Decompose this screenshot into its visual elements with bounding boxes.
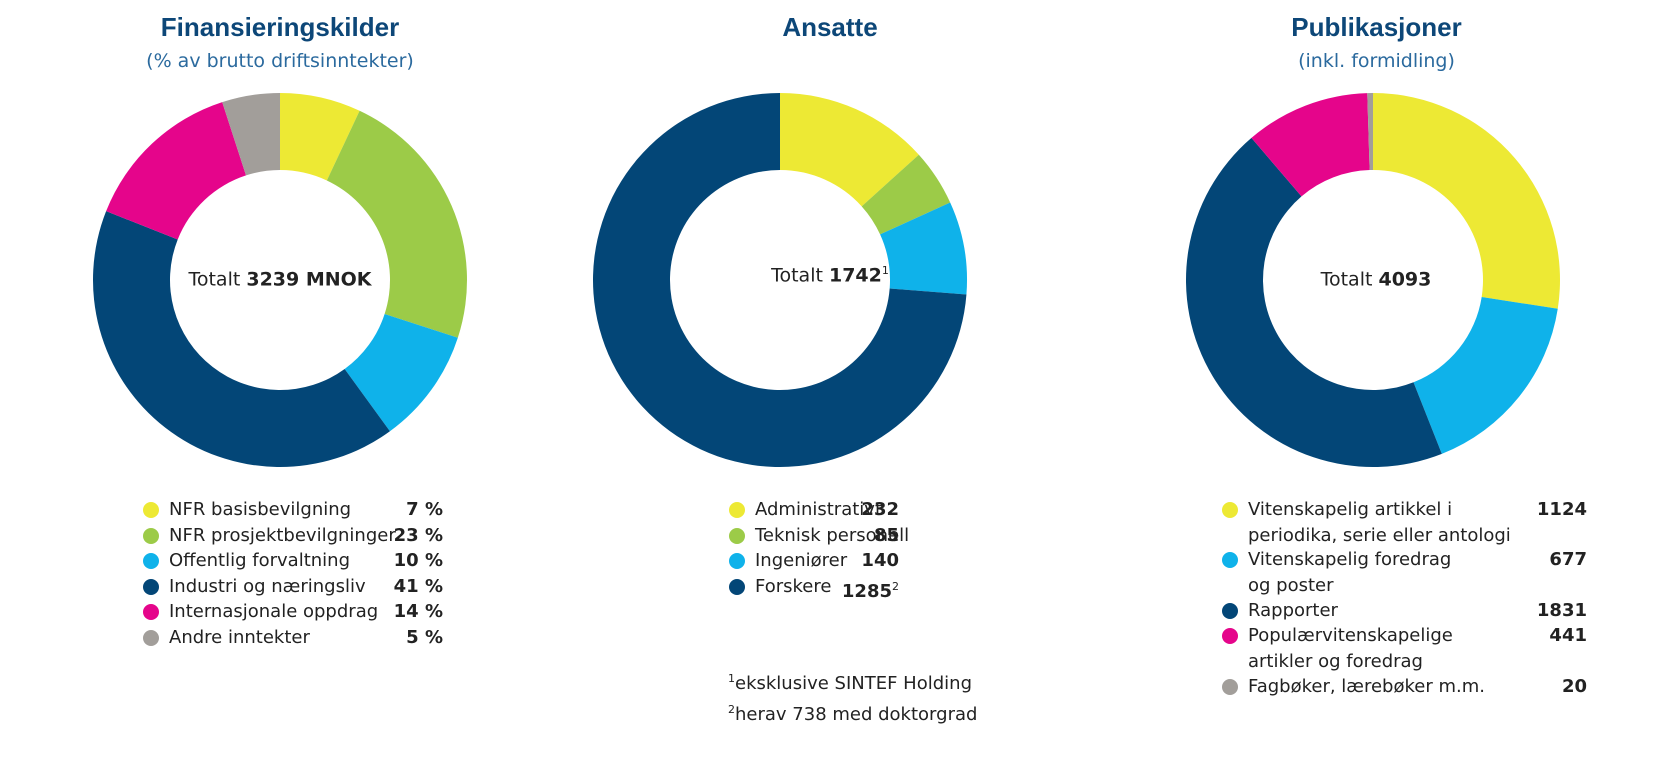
footnote-2: 2herav 738 med doktorgrad [728, 703, 978, 725]
legend-label: Internasjonale oppdrag [169, 601, 379, 622]
legend-label: Administrativt [755, 499, 883, 520]
chart-subtitle: (% av brutto driftsinntekter) [146, 50, 414, 72]
chart-center-total: Totalt 17421 [730, 264, 930, 286]
slice-andre-inntekter [222, 93, 280, 176]
footnote-1: 1eksklusive SINTEF Holding [728, 672, 972, 694]
legend-swatch [143, 527, 159, 544]
slice-vitenskapelig-artikkel-i-periodika-serie-eller-antologi [1373, 93, 1560, 309]
center-value: 3239 MNOK [246, 268, 372, 291]
slice-rapporter [1186, 137, 1442, 467]
legend-label: Populærvitenskapelige artikler og foredra… [1248, 625, 1453, 672]
center-value: 1742 [828, 264, 882, 287]
legend-label: Vitenskapelig foredrag og poster [1248, 549, 1452, 596]
chart-finansieringskilder: Finansieringskilder (% av brutto driftsi… [0, 0, 560, 757]
legend-label: Vitenskapelig artikkel i periodika, serie… [1248, 499, 1511, 546]
center-value: 4093 [1378, 268, 1432, 291]
chart-center-total: Totalt 4093 [1276, 268, 1476, 290]
slice-fagbøker-lærebøker-m-m [1367, 93, 1373, 171]
slice-teknisk-personell [861, 154, 951, 235]
legend-value: 14 % [393, 601, 443, 622]
legend-swatch [143, 553, 159, 569]
center-prefix: Totalt [188, 268, 241, 291]
legend-label: Teknisk personell [755, 524, 910, 546]
legend-value: 41 % [393, 575, 443, 597]
legend-value: 20 [1561, 676, 1587, 697]
legend-value: 10 % [393, 550, 443, 571]
legend-swatch [729, 527, 745, 544]
chart-center-total: Totalt 3239 MNOK [180, 268, 380, 290]
legend-label: Andre inntekter [169, 626, 310, 648]
chart-title: Finansieringskilder [160, 12, 400, 42]
center-sup: 1 [881, 264, 889, 277]
legend-value: 12852 [841, 579, 899, 602]
legend-value: 5 % [406, 626, 443, 648]
slice-forskere [593, 93, 967, 467]
legend-swatch [1222, 603, 1238, 619]
legend-swatch [1222, 628, 1238, 644]
legend-swatch [143, 604, 159, 620]
slice-internasjonale-oppdrag [106, 102, 247, 240]
legend-value: 1831 [1536, 600, 1587, 621]
slice-nfr-basisbevilgning [280, 93, 360, 181]
legend-swatch [1222, 679, 1238, 695]
legend-value: 140 [861, 550, 899, 571]
slice-vitenskapelig-foredrag-og-poster [1413, 296, 1558, 454]
center-prefix: Totalt [771, 264, 823, 287]
legend-label: NFR prosjektbevilgninger [169, 524, 396, 546]
legend-swatch [729, 578, 745, 595]
chart-subtitle: (inkl. formidling) [1298, 50, 1455, 72]
legend-value: 441 [1549, 625, 1587, 646]
legend-value: 7 % [406, 499, 443, 520]
legend-swatch [143, 502, 159, 518]
legend-label: Offentlig forvaltning [169, 550, 350, 571]
chart-footnotes: 1eksklusive SINTEF Holding 2herav 738 me… [728, 666, 1108, 728]
legend-value: 23 % [393, 524, 443, 546]
slice-nfr-prosjektbevilgninger [326, 110, 468, 338]
center-prefix: Totalt [1320, 268, 1373, 291]
chart-ansatte: Ansatte Totalt 17421 Administrativt 232 Te… [540, 0, 1120, 757]
legend-label: Forskere [755, 575, 832, 597]
legend-value: 85 [873, 524, 899, 546]
donut-chart [593, 93, 967, 467]
legend-swatch [729, 553, 745, 569]
slice-populærvitenskapelige-artikler-og-foredrag [1251, 93, 1370, 197]
chart-publikasjoner: Publikasjoner (inkl. formidling) Totalt … [1090, 0, 1663, 757]
legend-label: Industri og næringsliv [169, 575, 366, 597]
legend-value: 677 [1549, 549, 1587, 570]
legend-swatch [1222, 502, 1238, 518]
legend-swatch [143, 578, 159, 595]
slice-industri-og-næringsliv [93, 211, 390, 467]
legend-value: 1124 [1536, 499, 1587, 520]
legend-label: Ingeniører [755, 550, 848, 571]
legend-swatch [1222, 552, 1238, 568]
legend-label: Fagbøker, lærebøker m.m. [1248, 676, 1485, 697]
donut-chart [93, 93, 468, 467]
legend-label: NFR basisbevilgning [169, 499, 352, 520]
legend-swatch [143, 629, 159, 646]
legend-value: 232 [861, 499, 899, 520]
chart-title: Ansatte [782, 12, 878, 42]
chart-title: Publikasjoner [1291, 12, 1462, 42]
slice-administrativt [780, 93, 919, 207]
slice-offentlig-forvaltning [344, 313, 458, 432]
legend-swatch [729, 502, 745, 518]
legend-label: Rapporter [1248, 600, 1338, 621]
slice-ingeniører [880, 202, 967, 295]
donut-chart [1186, 93, 1560, 467]
